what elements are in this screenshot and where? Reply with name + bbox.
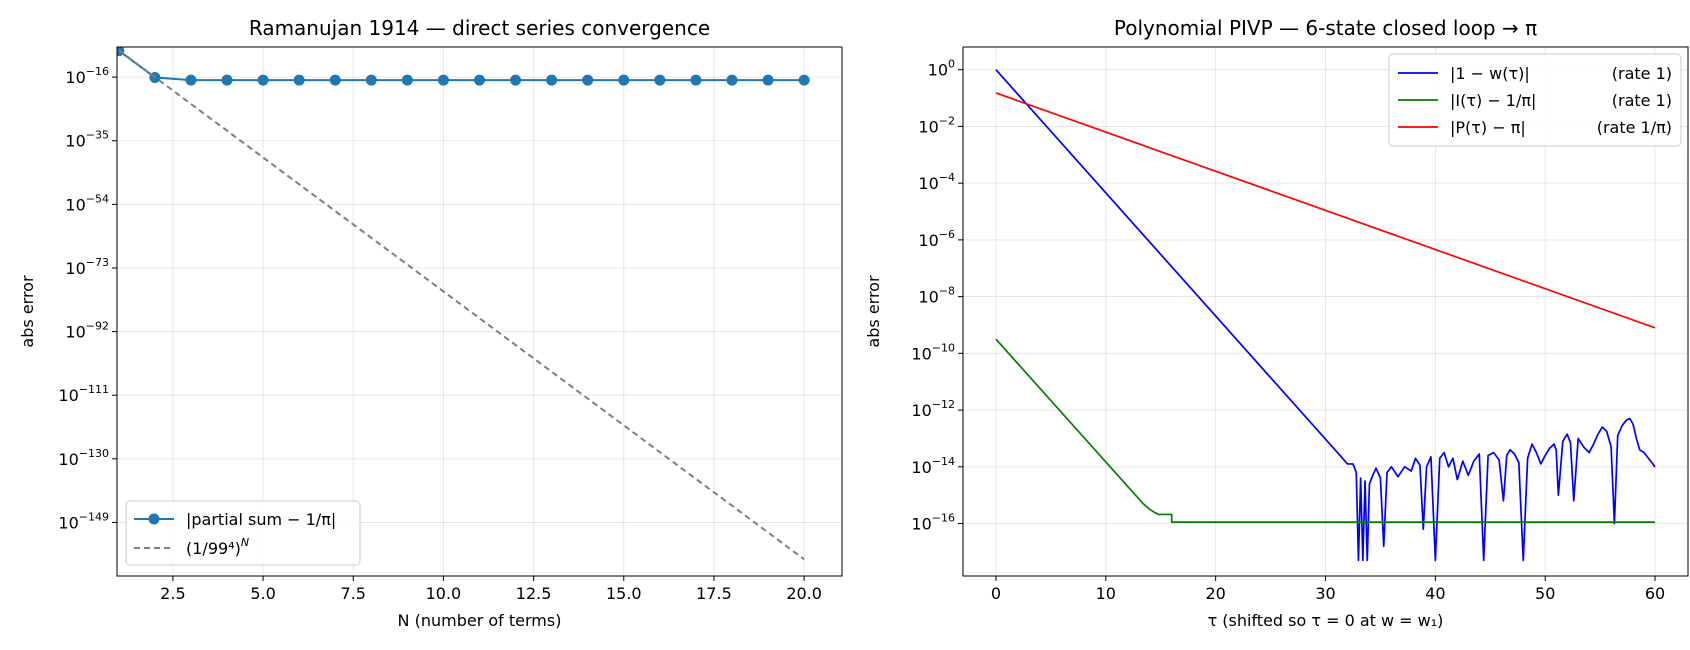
right-chart: 0 10 20 30 40 50 60 100 10−2 10−4 10−6 10−8 10−10 10−… <box>864 16 1689 630</box>
series-line-0 <box>995 69 1656 562</box>
legend-label-0: |partial sum − 1/π| <box>186 510 336 529</box>
legend-label-0: |1 − w(τ)| <box>1450 64 1530 83</box>
data-point <box>726 74 738 86</box>
x-tick-label: 20.0 <box>786 584 822 603</box>
data-point <box>798 74 810 86</box>
data-point <box>293 74 305 86</box>
data-point <box>618 74 630 86</box>
plot-area <box>995 69 1656 562</box>
grid <box>117 47 842 576</box>
y-tick-label: 10−4 <box>918 171 955 193</box>
legend-label-2: |P(τ) − π| <box>1450 118 1526 137</box>
series-line-2 <box>995 92 1656 329</box>
legend-box <box>1388 53 1682 147</box>
y-tick-label: 10−16 <box>911 512 955 534</box>
legend-label-1: (1/99⁴)N <box>186 536 249 558</box>
data-point <box>762 74 774 86</box>
x-tick-label: 20 <box>1205 584 1225 603</box>
y-tick-label: 10−8 <box>918 285 955 307</box>
legend: |partial sum − 1/π| (1/99⁴)N <box>125 500 361 566</box>
chart-title: Ramanujan 1914 — direct series convergen… <box>249 16 710 40</box>
y-tick-label: 10−16 <box>65 65 109 87</box>
data-point <box>474 74 485 86</box>
x-tick-label: 50 <box>1535 584 1555 603</box>
data-point <box>365 74 377 86</box>
axes-frame <box>116 46 843 577</box>
series-line-1 <box>995 338 1656 523</box>
y-tick-label: 10−111 <box>58 383 109 405</box>
y-axis-label: abs error <box>864 275 883 348</box>
y-tick-label: 10−10 <box>911 341 955 363</box>
y-tick-label: 10−54 <box>65 192 109 214</box>
x-tick-label: 7.5 <box>341 584 366 603</box>
legend-rate-0: (rate 1) <box>1612 64 1672 83</box>
data-point <box>221 74 233 86</box>
legend-box <box>125 500 361 566</box>
data-point <box>690 74 702 86</box>
data-point <box>582 74 594 86</box>
x-axis-label: N (number of terms) <box>398 611 562 630</box>
grid <box>963 47 1688 576</box>
y-tick-label: 10−12 <box>911 398 955 420</box>
x-tick-label: 0 <box>991 584 1001 603</box>
data-point <box>654 74 666 86</box>
x-tick-label: 10 <box>1096 584 1116 603</box>
y-tick-label: 10−130 <box>58 447 109 469</box>
legend-marker-0 <box>148 513 160 525</box>
left-chart: 2.5 5.0 7.5 10.0 12.5 15.0 17.5 20.0 10−16 10−35 1… <box>18 16 843 630</box>
axes-frame <box>962 46 1689 577</box>
legend-rate-2: (rate 1/π) <box>1597 118 1672 137</box>
data-point <box>185 74 197 86</box>
plot-area <box>117 47 810 561</box>
y-tick-label: 10−92 <box>65 320 109 342</box>
series-line-1 <box>118 49 805 561</box>
data-point <box>546 74 558 86</box>
x-tick-label: 10.0 <box>426 584 462 603</box>
y-axis-label: abs error <box>18 275 37 348</box>
data-point <box>329 74 341 86</box>
legend: |1 − w(τ)| (rate 1) |I(τ) − 1/π| (rate 1) |P… <box>1388 53 1682 147</box>
x-axis-label: τ (shifted so τ = 0 at w = w₁) <box>1208 611 1444 630</box>
x-tick-label: 17.5 <box>696 584 732 603</box>
data-point <box>437 74 449 86</box>
data-point <box>401 74 413 86</box>
legend-label-1: |I(τ) − 1/π| <box>1450 91 1536 110</box>
x-tick-label: 30 <box>1315 584 1335 603</box>
data-point <box>510 74 522 86</box>
x-tick-label: 40 <box>1425 584 1445 603</box>
data-point <box>257 74 269 86</box>
x-tick-label: 12.5 <box>516 584 552 603</box>
y-tick-label: 10−73 <box>65 256 109 278</box>
y-tick-label: 100 <box>928 58 955 80</box>
y-tick-label: 10−35 <box>65 129 109 151</box>
series-line-0 <box>118 49 805 82</box>
x-tick-label: 5.0 <box>250 584 275 603</box>
chart-title: Polynomial PIVP — 6-state closed loop → … <box>1114 16 1537 40</box>
legend-rate-1: (rate 1) <box>1612 91 1672 110</box>
y-tick-label: 10−6 <box>918 228 955 250</box>
y-tick-label: 10−14 <box>911 455 955 477</box>
x-tick-label: 2.5 <box>160 584 185 603</box>
x-tick-label: 60 <box>1645 584 1665 603</box>
x-tick-label: 15.0 <box>606 584 642 603</box>
y-tick-label: 10−2 <box>918 114 955 136</box>
y-tick-label: 10−149 <box>58 510 109 532</box>
